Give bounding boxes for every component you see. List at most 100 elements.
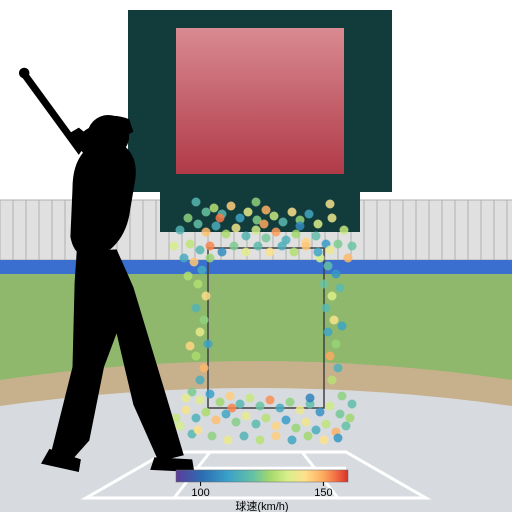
figure-svg: 100150球速(km/h) — [0, 0, 512, 512]
colorbar-tick-label: 150 — [314, 487, 332, 499]
pitch-point — [338, 322, 347, 331]
pitch-point — [328, 214, 337, 223]
pitch-point — [316, 408, 325, 417]
pitch-point — [282, 416, 291, 425]
pitch-point — [306, 394, 315, 403]
pitch-point — [194, 426, 203, 435]
pitch-point — [194, 220, 203, 229]
pitch-point — [332, 340, 341, 349]
pitch-point — [176, 422, 185, 431]
pitch-point — [312, 232, 321, 241]
pitch-point — [290, 248, 299, 257]
pitch-point — [324, 262, 333, 271]
pitch-point — [202, 292, 211, 301]
pitch-point — [242, 412, 251, 421]
pitch-point — [342, 422, 351, 431]
pitch-point — [266, 248, 275, 257]
pitch-point — [346, 414, 355, 423]
pitch-point — [272, 432, 281, 441]
pitch-point — [336, 410, 345, 419]
pitch-point — [212, 416, 221, 425]
pitch-point — [328, 376, 337, 385]
pitch-point — [292, 230, 301, 239]
pitch-point — [260, 220, 269, 229]
pitch-point — [228, 404, 237, 413]
pitch-point — [206, 390, 215, 399]
pitch-point — [320, 436, 329, 445]
pitch-point — [244, 208, 253, 217]
pitch-point — [236, 400, 245, 409]
pitch-point — [246, 394, 255, 403]
pitch-point — [242, 248, 251, 257]
pitch-point — [324, 328, 333, 337]
pitch-point — [272, 422, 281, 431]
pitch-point — [326, 402, 335, 411]
pitch-point — [344, 254, 353, 263]
pitch-point — [216, 214, 225, 223]
pitch-point — [334, 434, 343, 443]
colorbar-axis-label: 球速(km/h) — [235, 499, 288, 512]
pitch-point — [302, 418, 311, 427]
pitch-point — [270, 212, 279, 221]
pitch-point — [182, 406, 191, 415]
pitch-point — [232, 224, 241, 233]
pitch-point — [296, 406, 305, 415]
pitch-point — [276, 404, 285, 413]
pitch-point — [292, 424, 301, 433]
pitch-point — [192, 352, 201, 361]
pitch-point — [216, 398, 225, 407]
pitch-point — [206, 242, 215, 251]
pitch-point — [236, 214, 245, 223]
scoreboard-screen — [176, 28, 344, 174]
pitch-point — [222, 230, 231, 239]
pitch-point — [196, 396, 205, 405]
pitch-point — [176, 226, 185, 235]
pitch-point — [240, 432, 249, 441]
pitch-point — [182, 394, 191, 403]
pitch-point — [312, 426, 321, 435]
pitch-point — [338, 392, 347, 401]
pitch-point — [180, 254, 189, 263]
pitch-point — [200, 316, 209, 325]
pitch-point — [252, 226, 261, 235]
pitch-point — [334, 364, 343, 373]
pitch-point — [314, 220, 323, 229]
pitch-point — [288, 208, 297, 217]
pitch-point — [278, 242, 287, 251]
pitch-point — [272, 228, 281, 237]
pitch-point — [332, 270, 341, 279]
pitch-point — [226, 392, 235, 401]
pitch-point — [202, 408, 211, 417]
pitch-point — [224, 436, 233, 445]
pitch-point — [296, 222, 305, 231]
pitch-point — [170, 242, 179, 251]
pitch-point — [326, 246, 335, 255]
pitch-point — [196, 246, 205, 255]
pitch-point — [288, 436, 297, 445]
pitch-point — [210, 204, 219, 213]
pitch-point — [230, 242, 239, 251]
pitch-point — [202, 228, 211, 237]
pitch-point — [227, 202, 236, 211]
pitch-point — [194, 280, 203, 289]
pitch-point — [252, 420, 261, 429]
pitch-point — [340, 226, 349, 235]
pitch-point — [212, 222, 221, 231]
pitch-point — [186, 240, 195, 249]
pitch-point — [279, 218, 288, 227]
pitch-point — [330, 316, 339, 325]
pitch-point — [186, 342, 195, 351]
pitch-point — [286, 398, 295, 407]
pitch-point — [305, 210, 314, 219]
pitch-location-figure: 100150球速(km/h) — [0, 0, 512, 512]
pitch-point — [192, 414, 201, 423]
pitch-point — [256, 402, 265, 411]
pitch-point — [196, 376, 205, 385]
pitch-point — [266, 396, 275, 405]
pitch-point — [336, 284, 345, 293]
pitch-point — [262, 234, 271, 243]
pitch-point — [218, 248, 227, 257]
pitch-point — [206, 254, 215, 263]
pitch-point — [348, 242, 357, 251]
pitch-point — [198, 266, 207, 275]
